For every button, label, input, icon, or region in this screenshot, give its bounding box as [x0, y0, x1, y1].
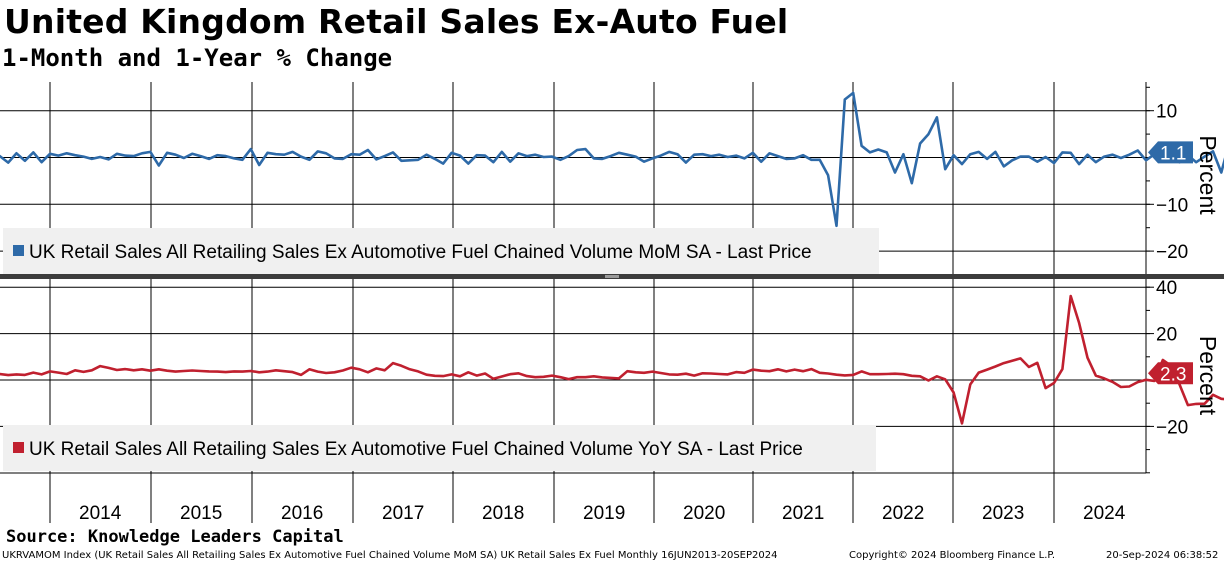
mom-legend-box	[3, 228, 879, 274]
yoy-legend-swatch	[13, 442, 24, 453]
yoy-legend-box	[3, 425, 876, 471]
mom-legend-swatch	[13, 245, 24, 256]
x-tick-label: 2021	[782, 503, 824, 524]
yoy-y-tick-label: 40	[1156, 278, 1177, 299]
x-tick-label: 2022	[882, 503, 924, 524]
yoy-series-line	[0, 294, 1224, 425]
timestamp: 20-Sep-2024 06:38:52	[1106, 550, 1219, 561]
mom-last-value-label: 1.1	[1160, 143, 1186, 164]
x-tick-label: 2018	[482, 503, 524, 524]
x-tick-label: 2017	[382, 503, 424, 524]
x-tick-label: 2020	[683, 503, 725, 524]
panel-divider-handle	[605, 275, 619, 278]
index-info: UKRVAMOM Index (UK Retail Sales All Reta…	[2, 550, 778, 561]
x-tick-label: 2023	[982, 503, 1024, 524]
chart-subtitle: 1-Month and 1-Year % Change	[2, 44, 393, 72]
mom-y-tick-label: −20	[1156, 242, 1188, 263]
yoy-y-tick-label: 20	[1156, 325, 1177, 346]
yoy-y-tick-label: −20	[1156, 417, 1188, 438]
mom-y-tick-label: 10	[1156, 102, 1177, 123]
chart-title: United Kingdom Retail Sales Ex-Auto Fuel	[4, 2, 789, 41]
yoy-last-value-marker	[1148, 362, 1193, 385]
x-tick-label: 2016	[281, 503, 323, 524]
yoy-last-value-label: 2.3	[1160, 364, 1186, 385]
mom-legend-label: UK Retail Sales All Retailing Sales Ex A…	[29, 242, 812, 263]
copyright-note: Copyright© 2024 Bloomberg Finance L.P.	[849, 550, 1056, 561]
x-tick-label: 2024	[1083, 503, 1126, 524]
yoy-legend-label: UK Retail Sales All Retailing Sales Ex A…	[29, 439, 803, 460]
mom-last-value-marker	[1148, 141, 1193, 164]
x-tick-label: 2019	[583, 503, 625, 524]
x-tick-label: 2015	[180, 503, 222, 524]
yoy-y-axis-title: Percent	[1195, 336, 1221, 416]
x-tick-label: 2014	[79, 503, 122, 524]
mom-y-axis-title: Percent	[1195, 135, 1221, 215]
source-note: Source: Knowledge Leaders Capital	[6, 527, 344, 547]
mom-y-tick-label: −10	[1156, 195, 1188, 216]
mom-series-line	[0, 91, 1224, 228]
